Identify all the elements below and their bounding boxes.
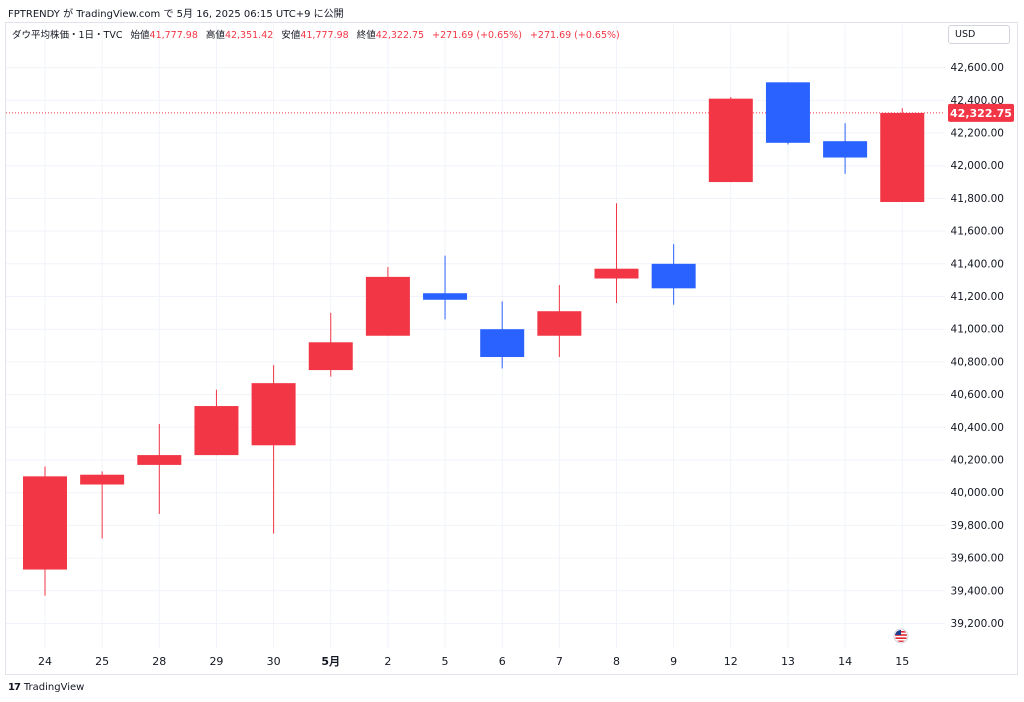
- y-axis: 39,200.00 39,400.00 39,600.00 39,800.00 40,0…: [951, 62, 1004, 630]
- x-tick-label: 14: [838, 655, 852, 668]
- candle-body: [80, 474, 125, 485]
- y-tick-label: 42,600.00: [951, 62, 1004, 74]
- y-tick-label: 42,200.00: [951, 128, 1004, 140]
- candle-body: [251, 383, 296, 446]
- x-tick-label: 5: [442, 655, 449, 668]
- candle-body: [308, 342, 353, 371]
- y-tick-label: 41,800.00: [951, 193, 1004, 205]
- published-line: FPTRENDY が TradingView.com で 5月 16, 2025…: [8, 9, 344, 20]
- last-price-tag: 42,322.75: [948, 103, 1014, 122]
- candle[interactable]: [137, 424, 182, 514]
- tradingview-brand[interactable]: TradingView: [23, 682, 85, 693]
- x-tick-label: 2: [384, 655, 391, 668]
- x-tick-label: 7: [556, 655, 563, 668]
- change-value: +271.69 (+0.65%): [432, 30, 522, 41]
- y-tick-label: 41,000.00: [951, 324, 1004, 336]
- candles: [23, 82, 925, 596]
- x-tick-label: 6: [499, 655, 506, 668]
- candle[interactable]: [765, 82, 810, 145]
- low-label: 安値: [281, 30, 301, 41]
- candle[interactable]: [594, 203, 639, 304]
- y-tick-label: 40,800.00: [951, 356, 1004, 368]
- candle-body: [708, 98, 753, 183]
- candle[interactable]: [423, 255, 468, 320]
- y-tick-label: 40,200.00: [951, 455, 1004, 467]
- candle-body: [651, 263, 696, 289]
- x-tick-label: 24: [38, 655, 52, 668]
- candle-body: [137, 455, 182, 465]
- x-tick-label: 13: [781, 655, 795, 668]
- close-label: 終値: [356, 30, 376, 41]
- tradingview-logo-icon[interactable]: 17: [8, 682, 21, 693]
- candle[interactable]: [23, 466, 67, 596]
- change-value-secondary: +271.69 (+0.65%): [529, 30, 620, 41]
- currency-button[interactable]: USD: [948, 25, 1010, 44]
- candle[interactable]: [194, 389, 239, 456]
- x-tick-label: 15: [895, 655, 909, 668]
- y-tick-label: 41,200.00: [951, 291, 1004, 303]
- x-tick-label: 5月: [321, 655, 340, 668]
- close-value: 42,322.75: [375, 30, 425, 41]
- last-price-tag-label: 42,322.75: [950, 107, 1012, 120]
- y-tick-label: 39,800.00: [951, 520, 1004, 532]
- x-tick-label: 9: [670, 655, 677, 668]
- candle-body: [823, 141, 868, 158]
- chart-frame: [5, 22, 1018, 675]
- x-axis: 24 25 28 29 30 5月 2 5 6 7 8 9 12 13 14 15: [38, 655, 909, 668]
- candle-body: [423, 293, 468, 300]
- y-tick-label: 41,600.00: [951, 226, 1004, 238]
- symbol-legend: ダウ平均株価・1日・TVC 始値41,777.98 高値42,351.42 安値…: [12, 27, 620, 41]
- high-value: 42,351.42: [224, 30, 274, 41]
- candle[interactable]: [880, 108, 925, 203]
- candle[interactable]: [537, 285, 582, 357]
- candle[interactable]: [365, 267, 410, 336]
- y-tick-label: 39,400.00: [951, 585, 1004, 597]
- candle-body: [765, 82, 810, 143]
- candle-body: [537, 311, 582, 336]
- open-value: 41,777.98: [149, 30, 198, 41]
- candle-body: [23, 476, 67, 570]
- candle[interactable]: [480, 301, 525, 369]
- y-tick-label: 39,600.00: [951, 553, 1004, 565]
- candle-body: [880, 112, 925, 203]
- candle-body: [365, 276, 410, 336]
- candle-body: [594, 268, 639, 279]
- y-tick-label: 42,400.00: [951, 95, 1004, 107]
- x-tick-label: 28: [152, 655, 166, 668]
- candle[interactable]: [651, 244, 696, 305]
- y-tick-label: 39,200.00: [951, 618, 1004, 630]
- x-tick-label: 30: [267, 655, 281, 668]
- x-tick-label: 8: [613, 655, 620, 668]
- candle[interactable]: [308, 312, 353, 377]
- candle[interactable]: [823, 123, 868, 174]
- y-tick-label: 40,400.00: [951, 422, 1004, 434]
- high-label: 高値: [205, 30, 225, 41]
- symbol-name[interactable]: ダウ平均株価・1日・TVC: [12, 30, 123, 41]
- us-flag-icon[interactable]: [893, 628, 909, 644]
- y-tick-label: 40,600.00: [951, 389, 1004, 401]
- y-tick-label: 40,000.00: [951, 487, 1004, 499]
- x-tick-label: 25: [95, 655, 109, 668]
- footer: 17 TradingView: [8, 682, 84, 693]
- y-tick-label: 42,000.00: [951, 160, 1004, 172]
- candle-body: [480, 329, 525, 357]
- y-tick-label: 41,400.00: [951, 258, 1004, 270]
- candle-body: [194, 406, 239, 456]
- candle[interactable]: [251, 365, 296, 534]
- last-price-tag-bg: [948, 103, 1014, 122]
- x-tick-label: 29: [209, 655, 223, 668]
- low-value: 41,777.98: [300, 30, 349, 41]
- x-tick-label: 12: [724, 655, 738, 668]
- open-label: 始値: [130, 30, 150, 41]
- candle[interactable]: [80, 471, 125, 539]
- candle[interactable]: [708, 97, 753, 183]
